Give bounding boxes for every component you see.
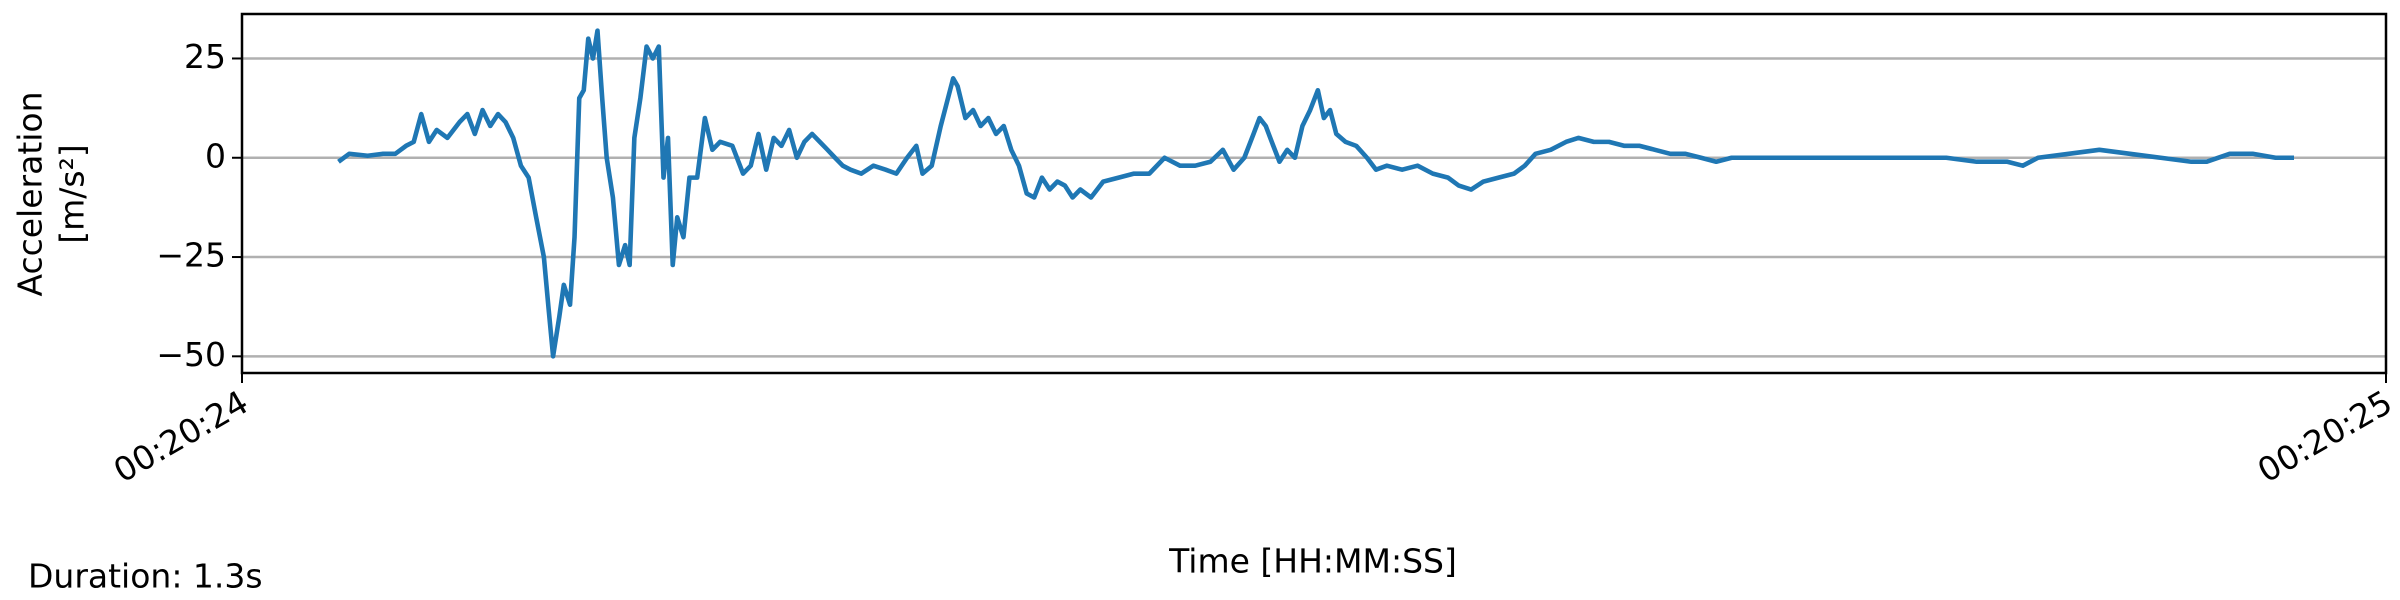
y-axis-label: Acceleration [11,91,50,296]
y-tick-label: −25 [156,236,226,275]
y-tick-label: 0 [205,136,226,175]
x-tick-label: 00:20:25 [2251,382,2399,490]
duration-annotation: Duration: 1.3s [28,557,263,596]
y-axis-label: [m/s²] [53,144,92,243]
x-axis-label: Time [HH:MM:SS] [1168,542,1457,581]
plot-frame [240,12,2388,375]
y-tick-label: −50 [156,335,226,374]
data-line [337,28,2295,359]
x-tick-label: 00:20:24 [107,382,255,490]
y-tick-label: 25 [184,37,226,76]
